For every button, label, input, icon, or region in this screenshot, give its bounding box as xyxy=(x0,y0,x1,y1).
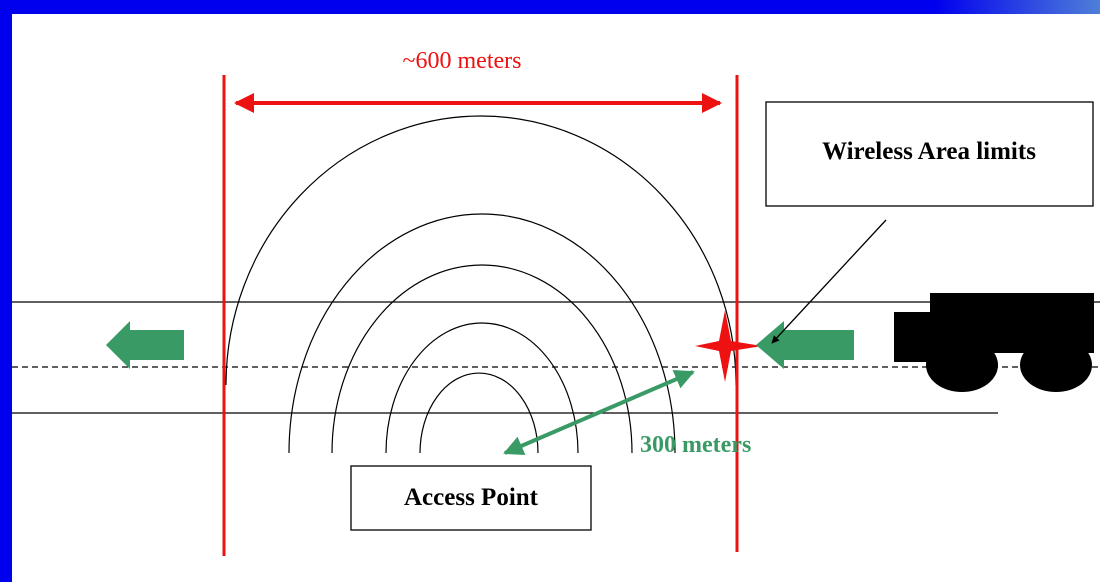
boundary-star-icon xyxy=(695,310,762,382)
coverage-arc-4 xyxy=(288,213,676,454)
access-point-box xyxy=(350,465,592,531)
radius-measure-label: 300 meters xyxy=(640,432,751,458)
coverage-arc-5 xyxy=(225,115,737,386)
coverage-arcs xyxy=(225,115,737,454)
radius-measure-arrow xyxy=(503,369,695,456)
coverage-arc-3 xyxy=(331,264,633,454)
width-measure-label: ~600 meters xyxy=(403,48,522,74)
wireless-limits-label: Wireless Area limits xyxy=(822,138,1036,165)
wireless-limits-box xyxy=(765,101,1094,207)
access-point-label: Access Point xyxy=(404,484,539,511)
wireless-limits-pointer-arrow xyxy=(771,219,887,344)
incoming-direction-arrow-icon xyxy=(756,321,854,369)
train-icon xyxy=(894,293,1094,392)
train-wheel-front xyxy=(926,338,998,392)
train-wheel-rear xyxy=(1020,338,1092,392)
travel-direction-left-arrow-icon xyxy=(106,321,184,369)
frame-top-bar xyxy=(0,0,1100,14)
train-cab xyxy=(894,312,934,362)
frame-left-bar xyxy=(0,0,12,582)
